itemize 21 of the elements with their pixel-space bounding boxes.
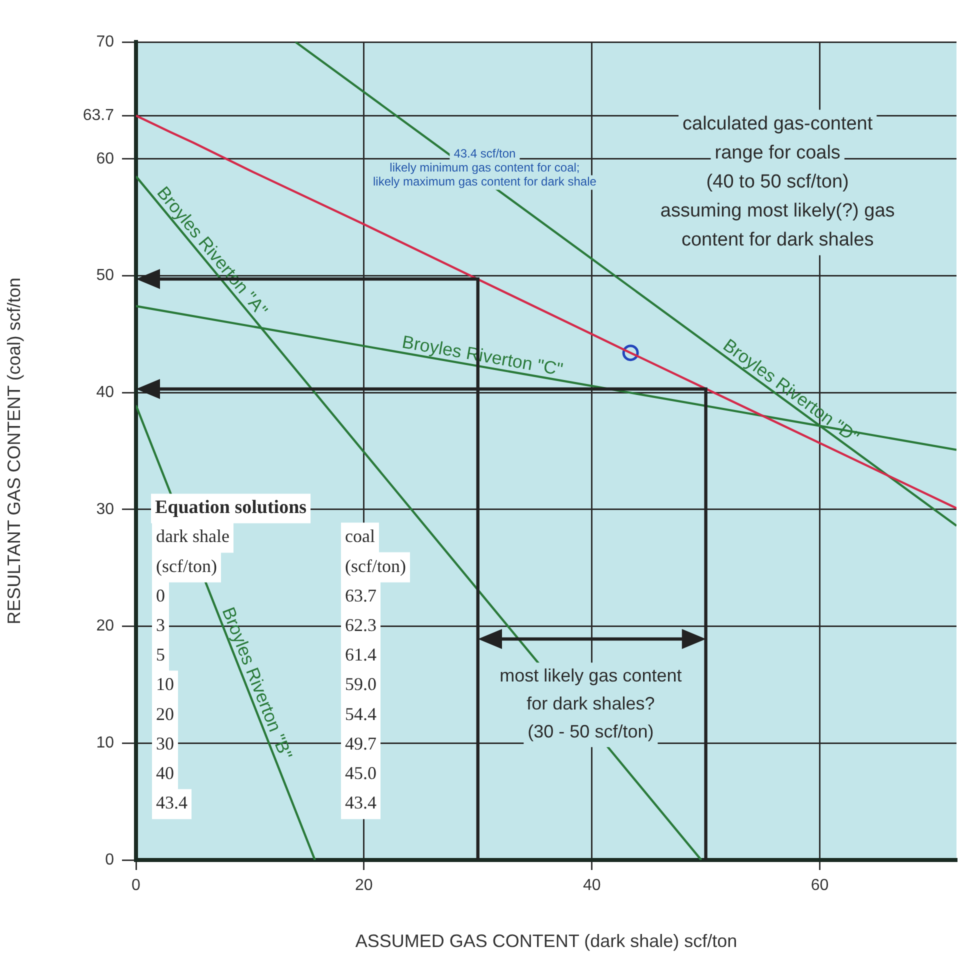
y-tick-label: 10 bbox=[96, 734, 114, 752]
x-axis-title: ASSUMED GAS CONTENT (dark shale) scf/ton bbox=[355, 931, 738, 952]
x-tick-label: 60 bbox=[810, 877, 829, 894]
x-tick-label: 0 bbox=[132, 877, 141, 894]
y-tick-label: 63.7 bbox=[82, 107, 114, 124]
y-tick-label: 60 bbox=[96, 150, 114, 168]
text: coal (scf/ton) 63.7 62.3 61.4 59.0 54.4 49.7 45.0 43.4 bbox=[345, 526, 406, 813]
annotation: 43.4 scf/ton likely minimum gas content for coal; likely maximum gas content for dark shale bbox=[372, 146, 597, 189]
y-tick-label: 0 bbox=[105, 851, 114, 868]
x-tick-label: 20 bbox=[355, 877, 373, 894]
y-tick-label: 50 bbox=[96, 267, 114, 284]
y-tick-label: 30 bbox=[96, 500, 114, 518]
y-tick-label: 70 bbox=[96, 33, 114, 50]
x-tick-label: 40 bbox=[582, 877, 601, 894]
y-tick-label: 20 bbox=[96, 618, 114, 635]
annotation: most likely gas content for dark shales? (30 - 50 scf/ton) bbox=[500, 666, 682, 742]
annotation: calculated gas-content range for coals (40 to 50 scf/ton) assuming most likely(?) gas content for dark shales bbox=[660, 113, 895, 250]
y-axis-title: RESULTANT GAS CONTENT (coal) scf/ton bbox=[4, 278, 24, 624]
text: Broyles Riverton "C" bbox=[400, 332, 564, 380]
annotation: Equation solutions bbox=[155, 497, 307, 518]
y-tick-label: 40 bbox=[96, 384, 114, 401]
